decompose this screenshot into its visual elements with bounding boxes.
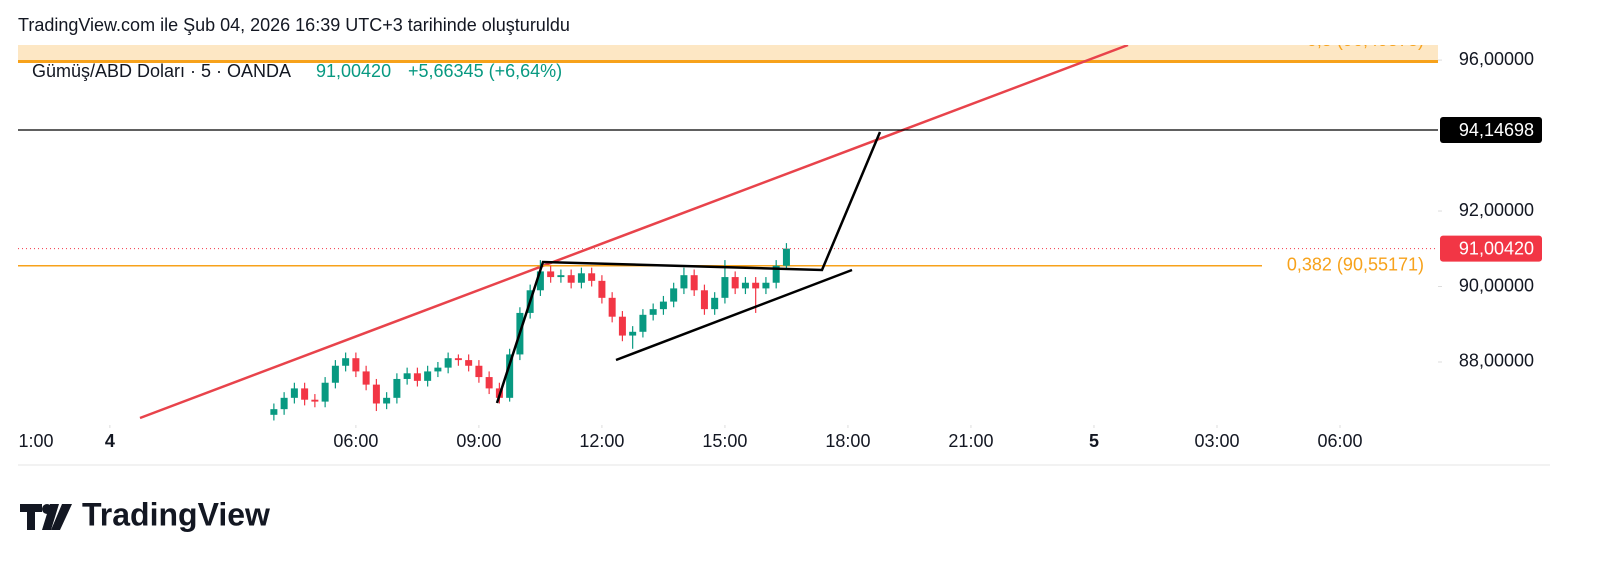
candle-body xyxy=(352,358,360,372)
price-badge xyxy=(1440,235,1542,262)
x-tick-label: 06:00 xyxy=(333,431,378,451)
candle-body xyxy=(762,282,770,289)
candle-body xyxy=(403,373,411,379)
pattern-line xyxy=(615,268,853,362)
candle-body xyxy=(659,301,667,310)
candle-body xyxy=(444,358,452,368)
x-tick-label: 4 xyxy=(105,431,115,451)
candle-body xyxy=(639,314,647,332)
x-tick-label: 15:00 xyxy=(702,431,747,451)
candle-body xyxy=(331,365,339,383)
candle-body xyxy=(475,365,483,378)
candle-body xyxy=(721,277,729,298)
candle-body xyxy=(598,280,606,298)
candle-body xyxy=(506,354,514,398)
candle-body xyxy=(311,399,319,402)
change: +5,66345 (+6,64%) xyxy=(408,61,562,81)
x-tick-label: 1:00 xyxy=(18,431,53,451)
logo xyxy=(20,504,72,530)
drawings xyxy=(495,131,882,404)
y-tick-label: 92,00000 xyxy=(1459,200,1534,220)
candle-body xyxy=(454,358,462,361)
candle-body xyxy=(557,275,565,278)
symbol-title: Gümüş/ABD Doları · 5 · OANDA xyxy=(32,61,291,81)
x-tick-label: 5 xyxy=(1089,431,1099,451)
fib-label: 0,5 (96,49573) xyxy=(1307,30,1424,50)
candle-body xyxy=(536,271,544,291)
x-tick-label: 12:00 xyxy=(579,431,624,451)
brand: TradingView xyxy=(82,496,270,532)
x-tick-label: 09:00 xyxy=(456,431,501,451)
candle-body xyxy=(290,388,298,398)
plot: 0,382 (90,55171) 0,5 (96,49573) xyxy=(18,30,1424,421)
candle-body xyxy=(485,377,493,389)
candle-body xyxy=(383,397,391,404)
candle-body xyxy=(577,273,585,283)
y-tick-label: 96,00000 xyxy=(1459,49,1534,69)
x-tick-label: 18:00 xyxy=(825,431,870,451)
candle-body xyxy=(321,382,329,402)
candle-body xyxy=(434,367,442,372)
candle-body xyxy=(372,384,380,404)
candle-body xyxy=(362,371,370,385)
fib-zone xyxy=(18,45,1438,61)
header: TradingView.com ile Şub 04, 2026 16:39 U… xyxy=(18,15,570,35)
candle-body xyxy=(608,297,616,317)
candle-body xyxy=(424,371,432,381)
candle-body xyxy=(711,297,719,310)
candle-body xyxy=(772,265,780,283)
price-badge-label: 94,14698 xyxy=(1459,120,1534,140)
price-badge xyxy=(1440,117,1542,144)
candle-body xyxy=(680,275,688,289)
candle-body xyxy=(301,388,309,400)
pattern-line xyxy=(495,131,882,404)
candle-body xyxy=(690,275,698,291)
candle-body xyxy=(342,358,350,366)
candle-body xyxy=(700,290,708,310)
candle-body xyxy=(567,275,575,283)
candle-body xyxy=(270,409,278,415)
candle-body xyxy=(465,360,473,366)
fib-label: 0,382 (90,55171) xyxy=(1287,254,1424,274)
x-tick-label: 03:00 xyxy=(1194,431,1239,451)
candle-body xyxy=(393,378,401,398)
x-tick-label: 06:00 xyxy=(1317,431,1362,451)
candle-body xyxy=(280,397,288,410)
x-tick-label: 21:00 xyxy=(948,431,993,451)
trend-line xyxy=(139,45,1129,420)
candle-body xyxy=(752,282,760,289)
candle-body xyxy=(629,331,637,336)
candle-body xyxy=(649,309,657,315)
candle-body xyxy=(782,248,790,266)
candle-body xyxy=(588,273,596,281)
last-price: 91,00420 xyxy=(316,61,391,81)
price-badge-label: 91,00420 xyxy=(1459,238,1534,258)
candle-body xyxy=(547,271,555,278)
candle-body xyxy=(731,277,739,289)
y-tick-label: 90,00000 xyxy=(1459,275,1534,295)
y-tick-label: 88,00000 xyxy=(1459,351,1534,371)
candle-body xyxy=(618,316,626,336)
candle-body xyxy=(741,282,749,289)
candle-body xyxy=(670,288,678,302)
candle-body xyxy=(413,373,421,381)
